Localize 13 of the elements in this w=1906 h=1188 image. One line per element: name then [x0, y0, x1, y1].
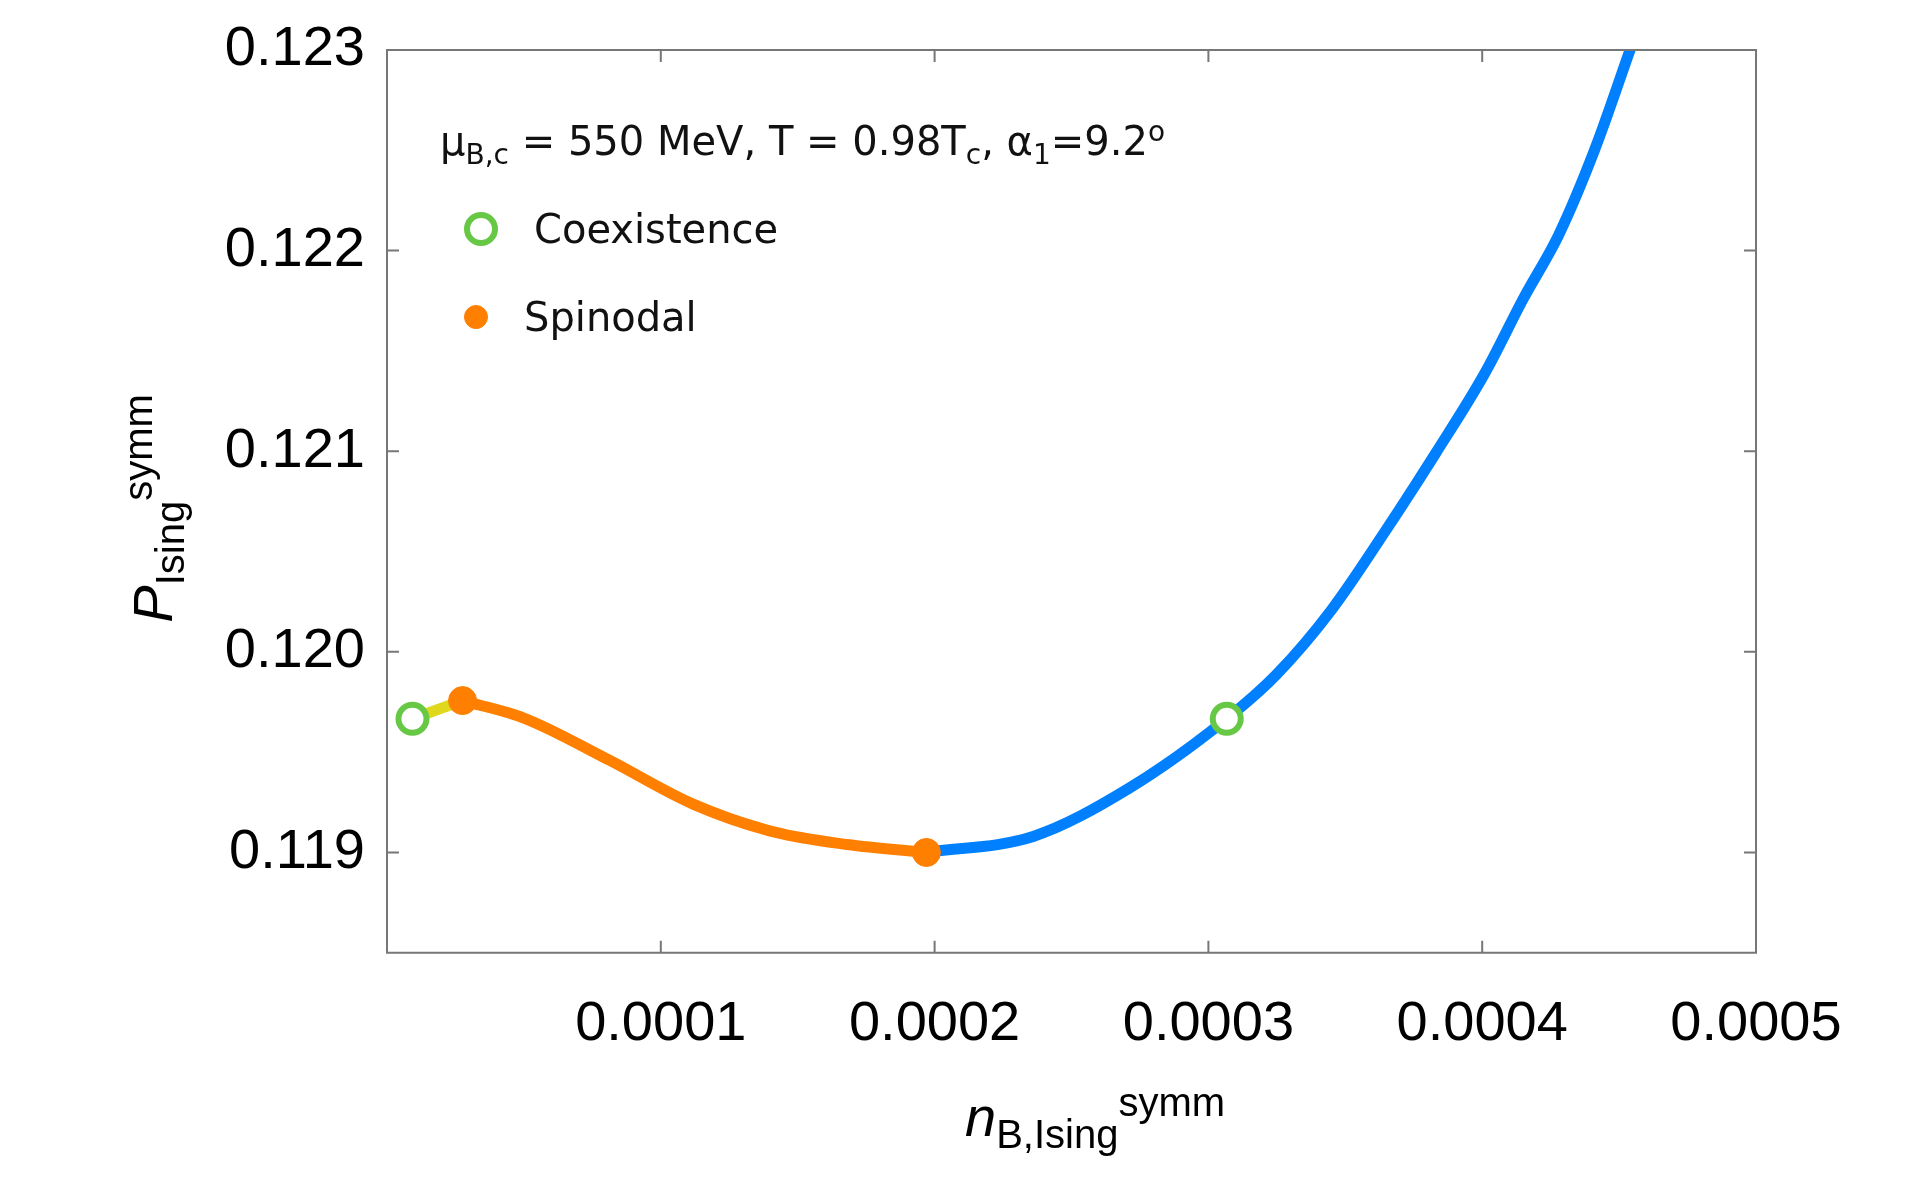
y-tick-label: 0.121	[224, 415, 365, 479]
x-tick-label: 0.0001	[575, 988, 747, 1052]
x-tick-label: 0.0004	[1396, 988, 1568, 1052]
legend-label: Coexistence	[534, 206, 779, 253]
x-tick-label: 0.0005	[1670, 988, 1842, 1052]
legend-label: Spinodal	[524, 294, 697, 341]
y-tick-label: 0.120	[224, 616, 365, 680]
legend-title: μ$_{B,c}$ = 550 MeV, T = 0.98T$_{c}$, α$_{1}$=9.2$^{o}$	[440, 115, 1166, 172]
x-tick-label: 0.0003	[1122, 988, 1295, 1052]
y-tick-label: 0.123	[224, 14, 365, 78]
y-tick-label: 0.122	[224, 215, 365, 279]
x-tick-label: 0.0002	[848, 988, 1021, 1052]
y-tick-label: 0.119	[229, 816, 365, 880]
